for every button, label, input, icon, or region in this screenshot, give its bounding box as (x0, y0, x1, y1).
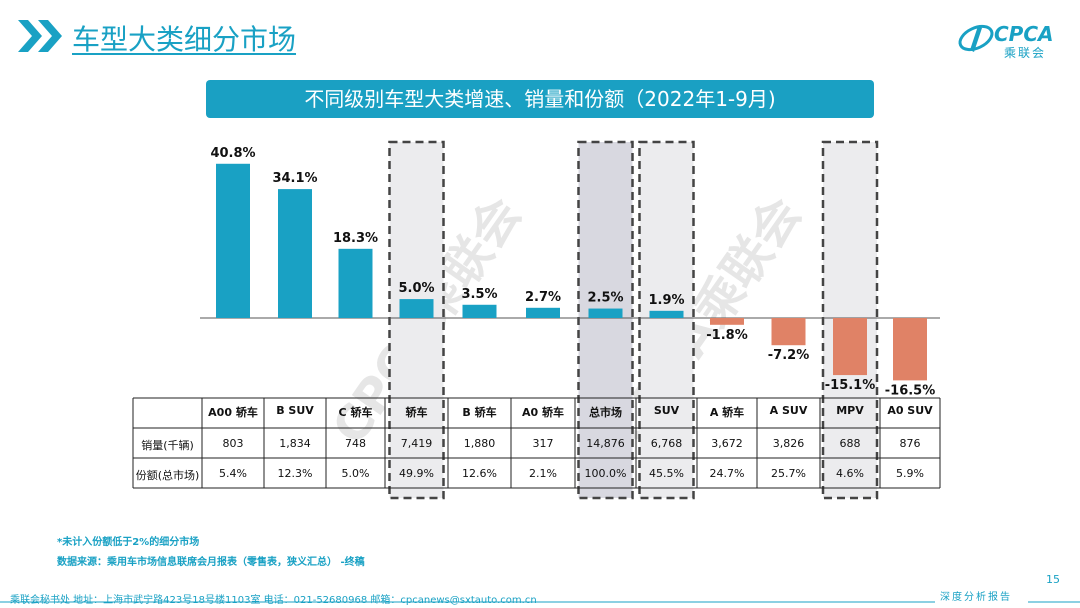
chart-title-banner: 不同级别车型大类增速、销量和份额（2022年1-9月) (206, 80, 874, 118)
bar (338, 248, 373, 318)
cpca-logo-icon (958, 24, 994, 52)
table-sales-cell: 1,880 (463, 437, 496, 450)
table-header-cell: A0 轿车 (522, 406, 564, 419)
bar (771, 318, 806, 346)
table-header-cell: A 轿车 (709, 406, 745, 419)
data-label: 3.5% (461, 287, 497, 302)
table-sales-cell: 317 (532, 437, 554, 450)
table-header-cell: 轿车 (405, 406, 428, 419)
logo-subtext: 乘联会 (1004, 46, 1047, 60)
bar (278, 189, 312, 318)
chevron-arrows-icon (18, 20, 62, 52)
data-label: 18.3% (333, 231, 378, 246)
table-sales-cell: 748 (345, 437, 366, 450)
bar (526, 307, 560, 318)
highlight-box (388, 140, 445, 500)
table-share-cell: 4.6% (836, 467, 864, 480)
data-label: -1.8% (706, 328, 747, 343)
table-sales-cell: 876 (899, 437, 921, 450)
table-sales-cell: 3,672 (711, 437, 743, 450)
data-label: 5.0% (398, 281, 434, 296)
footer-line (0, 601, 1080, 603)
table-share-cell: 24.7% (709, 467, 745, 480)
bar (710, 318, 744, 325)
table-sales-cell: 3,826 (772, 437, 805, 450)
row-label-share: 份额(总市场) (135, 469, 200, 482)
data-label: -15.1% (825, 378, 876, 393)
data-label: -16.5% (885, 383, 936, 398)
table-header-cell: A0 SUV (887, 404, 933, 417)
table-share-cell: 5.4% (219, 467, 247, 480)
table-header-cell: A SUV (769, 404, 808, 417)
table-sales-cell: 688 (839, 437, 861, 450)
table-share-cell: 25.7% (771, 467, 806, 480)
logo-text: CPCA (994, 22, 1054, 46)
bar-chart: CPCA乘联会CPCA乘联会 40.8%34.1%18.3%5.0%3.5%2.… (132, 140, 941, 500)
table-share-cell: 5.0% (341, 467, 370, 480)
table-sales-cell: 14,876 (586, 437, 625, 450)
table-share-cell: 12.6% (462, 467, 497, 480)
bar (588, 308, 623, 318)
bar (462, 304, 497, 318)
footer-contact: 乘联会秘书处 地址：上海市武宁路423号18号楼1103室 电话：021-526… (10, 595, 537, 606)
table-share-cell: 5.9% (896, 467, 924, 480)
bar (216, 163, 250, 318)
table-header-cell: SUV (653, 404, 680, 417)
table-sales-cell: 6,768 (650, 437, 683, 450)
bar (893, 318, 927, 381)
bar (833, 318, 867, 376)
table-share-cell: 2.1% (529, 467, 557, 480)
data-label: 1.9% (648, 293, 684, 308)
highlight-box (638, 140, 695, 500)
table-sales-cell: 803 (222, 437, 244, 450)
table-header-cell: MPV (836, 404, 864, 417)
table-share-cell: 45.5% (649, 467, 684, 480)
data-label: 40.8% (210, 146, 255, 161)
note-source: 数据来源：乘用车市场信息联席会月报表（零售表，狭义汇总） -终稿 (57, 557, 365, 568)
page-number: 15 (1046, 573, 1060, 586)
table-share-cell: 12.3% (277, 467, 313, 480)
note-share: *未计入份额低于2%的细分市场 (57, 537, 200, 548)
table-header-cell: B 轿车 (462, 406, 497, 419)
highlight-box (577, 140, 634, 500)
table-header-cell: B SUV (276, 404, 314, 417)
bar (399, 299, 434, 318)
table-sales-cell: 1,834 (279, 437, 311, 450)
data-label: -7.2% (768, 348, 809, 363)
table-sales-cell: 7,419 (400, 437, 433, 450)
table-header-cell: 总市场 (589, 406, 622, 419)
data-label: 2.7% (525, 290, 561, 305)
table-header-cell: A00 轿车 (208, 406, 258, 419)
table-header-cell: C 轿车 (338, 406, 373, 419)
page-title: 车型大类细分市场 (72, 23, 297, 56)
bar (649, 310, 684, 318)
footer-report-label: 深度分析报告 (940, 592, 1012, 603)
data-label: 34.1% (272, 171, 317, 186)
row-label-sales: 销量(千辆) (141, 439, 194, 452)
table-share-cell: 49.9% (399, 467, 434, 480)
data-label: 2.5% (587, 291, 623, 306)
table-share-cell: 100.0% (584, 467, 627, 480)
